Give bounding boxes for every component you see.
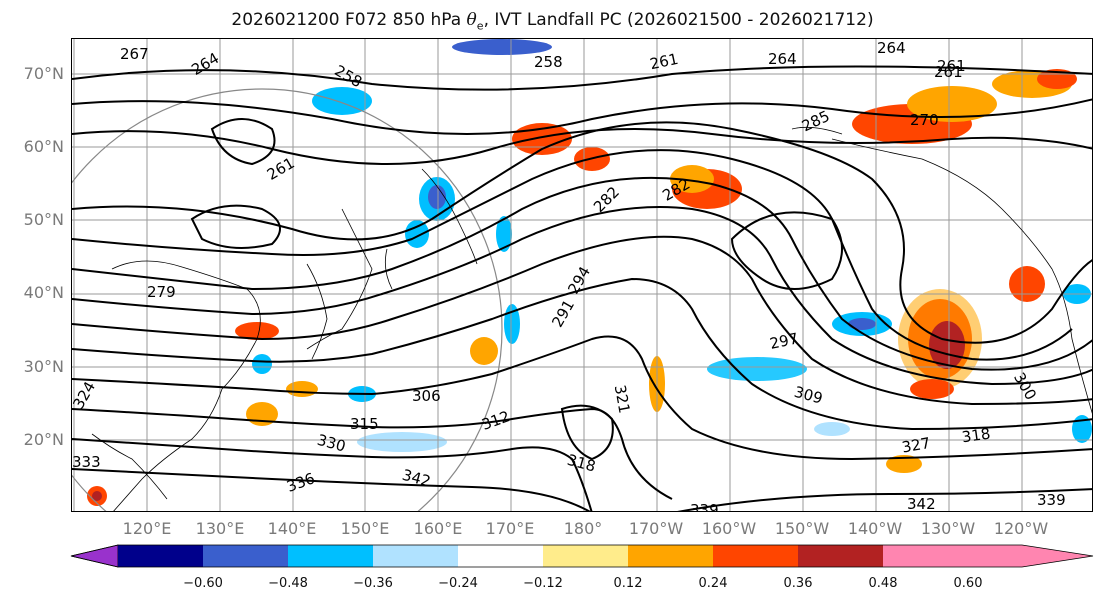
colorbar-bin: [118, 545, 203, 567]
colorbar-tick-label: −0.36: [353, 576, 393, 591]
contour-label: 342: [400, 466, 432, 491]
contour-label: 339: [690, 501, 719, 512]
lon-label: 180°: [563, 519, 603, 538]
lon-label: 140°W: [847, 519, 903, 538]
colorbar-bin: [543, 545, 628, 567]
colorbar-tick-label: −0.24: [438, 576, 478, 591]
colorbar-bin: [288, 545, 373, 567]
colorbar-bin: [798, 545, 883, 567]
contour-label: 270: [910, 111, 939, 129]
lon-label: 160°W: [701, 519, 757, 538]
map-canvas: 267 264 258 261 264 264 261 270 258 261 …: [72, 39, 1092, 512]
contour-label: 321: [611, 383, 634, 414]
contour-label: 306: [412, 387, 441, 405]
contour-label: 324: [72, 378, 99, 412]
contour-label: 336: [284, 469, 317, 496]
lat-label: 40°N: [23, 283, 64, 302]
colorbar-bin: [883, 545, 968, 567]
colorbar-bin: [458, 545, 543, 567]
colorbar-tick-label: 0.36: [783, 576, 813, 591]
contour-label: 258: [331, 61, 365, 91]
colorbar-extend-high: [968, 545, 1093, 567]
lat-label: 20°N: [23, 430, 64, 449]
graticule: [72, 39, 1092, 511]
contour-label: 261: [648, 50, 680, 74]
colorbar-bin: [373, 545, 458, 567]
contour-label: 327: [900, 434, 931, 457]
lon-label: 140°E: [267, 519, 317, 538]
map-panel[interactable]: 267 264 258 261 264 264 261 270 258 261 …: [71, 38, 1093, 512]
map-title: 2026021200 F072 850 hPa θe, IVT Landfall…: [231, 10, 874, 33]
contour-label: 279: [147, 283, 176, 301]
contour-label: 300: [1010, 369, 1040, 403]
contour-label: 285: [799, 107, 833, 135]
contour-label: 297: [768, 329, 800, 353]
colorbar-bin: [628, 545, 713, 567]
lon-label: 150°E: [340, 519, 390, 538]
lon-label: 130°W: [920, 519, 976, 538]
contour-label: 309: [792, 383, 824, 408]
contour-label: 318: [565, 451, 597, 476]
contour-label: 294: [564, 263, 594, 297]
lon-label: 170°W: [628, 519, 684, 538]
colorbar-tick-label: 0.12: [613, 576, 643, 591]
lon-label: 170°E: [485, 519, 535, 538]
contour-label: 333: [72, 453, 101, 471]
colorbar-tick-label: 0.60: [953, 576, 983, 591]
lat-label: 70°N: [23, 64, 64, 83]
lon-label: 120°E: [122, 519, 172, 538]
theta-e-contours: [72, 65, 1092, 511]
contour-label: 264: [768, 50, 797, 68]
colorbar: [70, 544, 1094, 568]
contour-label: 318: [961, 425, 992, 447]
lon-label: 150°W: [774, 519, 830, 538]
anomaly-shading: [87, 39, 1092, 506]
colorbar-bin: [203, 545, 288, 567]
contour-label: 267: [120, 45, 149, 63]
contour-label: 315: [350, 415, 379, 433]
colorbar-tick-label: −0.48: [268, 576, 308, 591]
lon-label: 120°W: [993, 519, 1049, 538]
colorbar-extend-low: [70, 544, 119, 568]
lat-label: 60°N: [23, 137, 64, 156]
contour-label: 261: [934, 63, 963, 81]
colorbar-tick-label: −0.60: [183, 576, 223, 591]
contour-label: 342: [907, 495, 936, 512]
lon-label: 130°E: [195, 519, 245, 538]
colorbar-bin: [713, 545, 798, 567]
lat-label: 30°N: [23, 357, 64, 376]
lon-label: 160°E: [413, 519, 463, 538]
contour-label: 258: [534, 53, 563, 71]
colorbar-tick-label: 0.24: [698, 576, 728, 591]
contour-label: 291: [548, 297, 578, 331]
colorbar-tick-label: −0.12: [523, 576, 563, 591]
contour-label: 261: [937, 57, 966, 75]
contour-label: 312: [479, 407, 512, 434]
contour-label: 264: [877, 39, 906, 57]
contour-label: 339: [1037, 491, 1066, 509]
lat-label: 50°N: [23, 210, 64, 229]
contour-label: 330: [315, 431, 347, 456]
colorbar-tick-label: 0.48: [868, 576, 898, 591]
